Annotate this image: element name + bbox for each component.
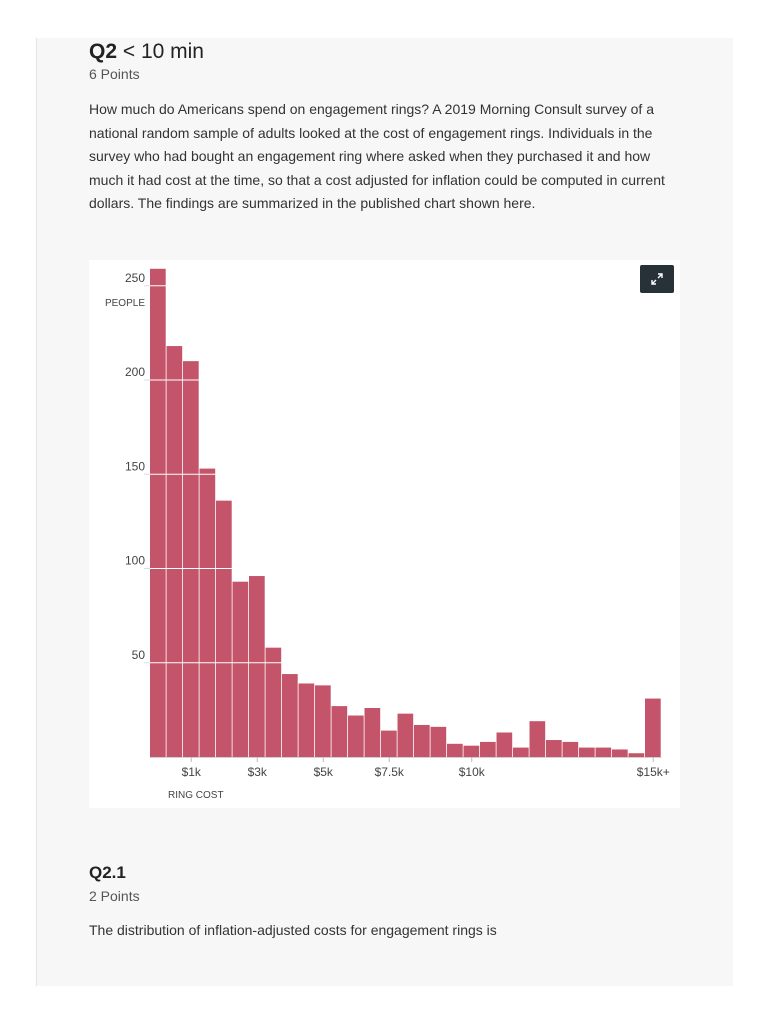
x-tick-label: $7.5k <box>375 765 405 779</box>
x-tick-label: $3k <box>248 765 268 779</box>
histogram-bar <box>150 268 166 757</box>
histogram-bar <box>199 468 216 757</box>
x-axis-label: RING COST <box>168 790 224 801</box>
histogram-bar <box>249 576 265 757</box>
question-title: Q2 < 10 min <box>89 40 204 64</box>
y-tick-label: 150 <box>125 459 145 473</box>
subquestion-title: Q2.1 <box>89 863 126 882</box>
histogram-bar <box>645 698 661 757</box>
histogram-bar <box>364 707 381 757</box>
histogram-bar <box>562 741 579 757</box>
histogram-bar <box>331 706 348 757</box>
chart-card: 50 100 150 200 250 PEOPLE $1k $3k $5k $7.5k $10k $1… <box>89 260 680 808</box>
x-tick-label: $1k <box>182 765 202 779</box>
histogram-bar <box>397 713 414 757</box>
expand-icon <box>651 273 663 285</box>
y-tick-label: 100 <box>125 554 145 568</box>
histogram-bar <box>315 685 331 757</box>
histogram-bar <box>496 732 513 757</box>
histogram-bar <box>232 581 249 757</box>
histogram-bar <box>265 647 282 757</box>
x-tick-label: $15k+ <box>637 765 670 779</box>
histogram-chart: 50 100 150 200 250 PEOPLE $1k $3k $5k $7.5k $10k $1… <box>105 268 670 801</box>
histogram-bar <box>381 730 397 757</box>
histogram-bar <box>612 749 628 757</box>
histogram-bar <box>513 747 529 757</box>
histogram-bar <box>166 346 183 757</box>
x-tick-label: $5k <box>314 765 334 779</box>
histogram-bar <box>216 500 232 757</box>
histogram-bar <box>579 747 595 757</box>
histogram-bar <box>282 674 298 757</box>
histogram-bar <box>447 743 463 757</box>
expand-button[interactable] <box>640 265 674 293</box>
histogram-bar <box>298 683 315 757</box>
question-time-hint: < 10 min <box>122 40 204 63</box>
histogram-bar <box>595 747 612 757</box>
histogram-bar <box>348 715 364 757</box>
y-tick-label: 250 <box>125 271 145 285</box>
histogram-bar <box>546 740 562 757</box>
x-tick-label: $10k <box>459 765 486 779</box>
y-axis-label: PEOPLE <box>105 298 145 309</box>
y-tick-label: 200 <box>125 365 145 379</box>
subquestion-prompt: The distribution of inflation-adjusted c… <box>89 922 497 938</box>
histogram-bar <box>529 721 546 757</box>
histogram-bar <box>430 726 447 757</box>
y-tick-label: 50 <box>132 648 146 662</box>
histogram-bar <box>183 361 199 757</box>
histogram-bar <box>480 741 496 757</box>
question-id: Q2 <box>89 40 118 63</box>
histogram-bar <box>414 724 430 757</box>
histogram-bar <box>463 745 480 757</box>
question-prompt: How much do Americans spend on engagemen… <box>89 101 665 211</box>
subquestion-points: 2 Points <box>89 888 140 904</box>
histogram-bar <box>628 753 645 757</box>
question-points: 6 Points <box>89 66 140 82</box>
